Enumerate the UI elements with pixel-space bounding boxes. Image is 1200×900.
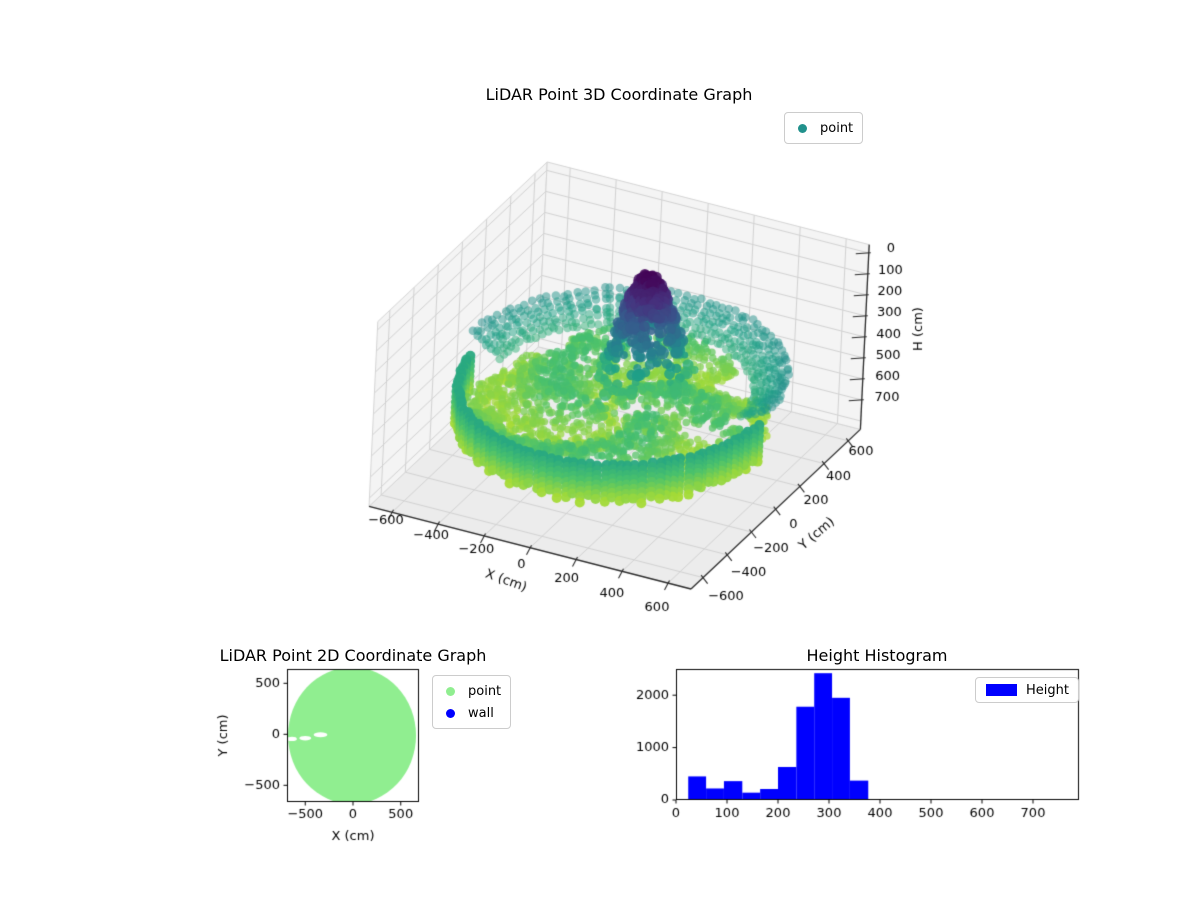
legend-entry-height: Height <box>985 682 1069 698</box>
scatter2d-title: LiDAR Point 2D Coordinate Graph <box>219 646 487 665</box>
scatter3d-legend: point <box>784 112 864 144</box>
legend-label: point <box>468 683 502 699</box>
legend-entry-point: point <box>442 680 501 702</box>
legend-label: point <box>820 120 854 136</box>
legend-entry-point: point <box>794 117 853 139</box>
histogram-title: Height Histogram <box>806 646 948 665</box>
legend-label: wall <box>468 705 494 721</box>
histogram-legend: Height <box>975 677 1079 703</box>
wall-marker-icon <box>446 708 455 718</box>
point-marker-icon <box>446 686 455 696</box>
scatter3d-title: LiDAR Point 3D Coordinate Graph <box>485 85 753 104</box>
scatter2d-legend: point wall <box>432 675 512 729</box>
point-marker-icon <box>798 123 807 133</box>
legend-entry-wall: wall <box>442 702 501 724</box>
height-swatch-icon <box>986 684 1017 696</box>
legend-label: Height <box>1026 682 1069 698</box>
